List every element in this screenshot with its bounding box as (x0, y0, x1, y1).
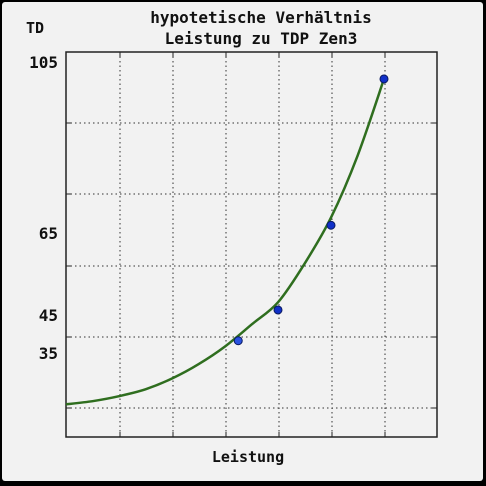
plot-border (65, 51, 438, 438)
y-tick-labels: 105 65 45 35 (29, 53, 58, 363)
data-point (326, 220, 336, 230)
y-tick-label: 65 (39, 224, 58, 243)
y-tick-label: 105 (29, 53, 58, 72)
chart-title-line-1: hypotetische Verhältnis (150, 8, 372, 27)
data-point (233, 336, 243, 346)
chart-title-line-2: Leistung zu TDP Zen3 (165, 29, 358, 48)
chart-frame: hypotetische Verhältnis Leistung zu TDP … (2, 2, 483, 481)
y-tick-label: 45 (39, 306, 58, 325)
marker-layer (233, 74, 389, 346)
data-point (379, 74, 389, 84)
x-axis-label: Leistung (212, 448, 284, 466)
y-axis-label: TD (26, 19, 44, 37)
y-tick-label: 35 (39, 344, 58, 363)
series-line (65, 78, 386, 406)
data-point (273, 305, 283, 315)
series-layer (65, 78, 386, 406)
grid-lines (66, 52, 437, 437)
